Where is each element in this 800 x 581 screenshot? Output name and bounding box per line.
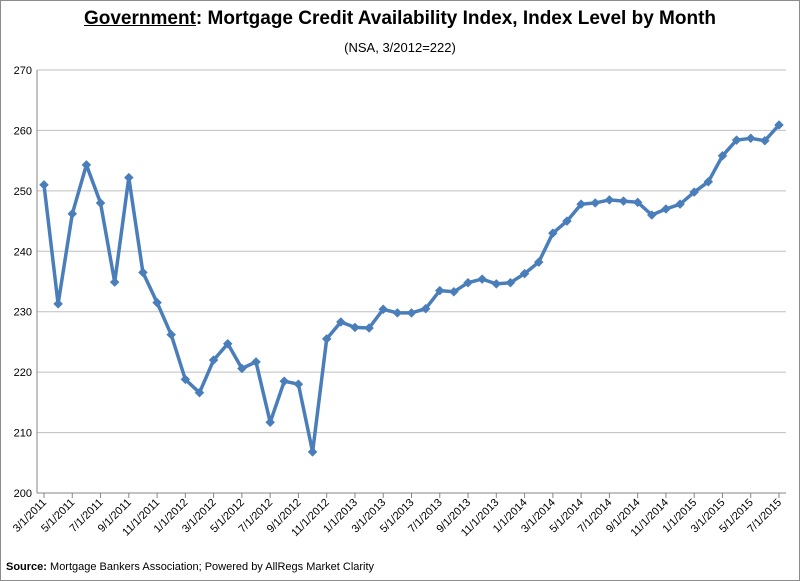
data-point — [378, 304, 389, 315]
data-point — [533, 257, 544, 268]
data-point — [604, 195, 615, 205]
data-point — [392, 308, 403, 318]
y-tick-label: 270 — [14, 65, 32, 77]
data-point — [590, 198, 601, 208]
source-note: Source: Mortgage Bankers Association; Po… — [6, 561, 374, 573]
data-point — [745, 133, 756, 144]
data-point — [222, 338, 233, 349]
y-tick-label: 240 — [14, 246, 32, 258]
data-point — [661, 204, 671, 214]
data-point — [350, 322, 360, 333]
series-line — [42, 123, 781, 454]
data-point — [293, 379, 304, 390]
data-point — [364, 323, 374, 333]
data-point — [208, 355, 219, 365]
data-point — [95, 198, 106, 208]
source-label: Source: — [6, 561, 47, 573]
data-point — [760, 135, 770, 146]
y-tick-label: 200 — [14, 488, 32, 500]
chart-title-prefix: Government — [83, 8, 196, 29]
data-point — [717, 150, 728, 161]
data-point — [81, 160, 92, 170]
data-point — [138, 267, 148, 278]
data-point — [166, 329, 177, 340]
chart-title: Government: Mortgage Credit Availability… — [0, 8, 800, 30]
data-point — [237, 363, 247, 374]
chart-title-rest: : Mortgage Credit Availability Index, In… — [195, 8, 717, 29]
data-point — [123, 172, 134, 183]
data-point — [477, 274, 488, 284]
data-point — [434, 285, 445, 296]
data-point — [562, 216, 572, 226]
data-point — [279, 376, 290, 387]
y-tick-label: 250 — [14, 186, 32, 198]
y-tick-label: 230 — [14, 307, 32, 319]
data-point — [703, 176, 714, 187]
data-point — [491, 279, 502, 289]
data-point — [618, 196, 629, 206]
data-point — [406, 308, 417, 318]
data-point — [731, 135, 742, 145]
data-point — [576, 199, 586, 210]
data-point — [689, 187, 700, 197]
data-point — [547, 228, 558, 239]
data-point — [646, 210, 657, 220]
data-point — [39, 179, 49, 190]
source-text: Mortgage Bankers Association; Powered by… — [46, 561, 375, 573]
data-point — [774, 120, 784, 130]
data-point — [180, 374, 191, 385]
data-point — [463, 277, 473, 288]
y-tick-label: 220 — [14, 367, 32, 379]
data-point — [67, 208, 78, 219]
data-point — [53, 299, 63, 309]
data-point — [505, 277, 516, 288]
data-point — [675, 199, 685, 210]
data-point — [519, 268, 530, 279]
data-point — [321, 334, 332, 344]
chart-subtitle: (NSA, 3/2012=222) — [344, 40, 456, 55]
y-tick-label: 260 — [14, 125, 32, 137]
data-point — [449, 286, 459, 297]
data-point — [265, 417, 276, 428]
data-point — [109, 277, 120, 287]
data-point — [251, 357, 261, 367]
data-point — [152, 297, 162, 308]
data-point — [194, 387, 205, 398]
data-point — [632, 197, 643, 208]
data-point — [335, 317, 346, 327]
data-point — [307, 447, 318, 457]
y-tick-label: 210 — [14, 428, 32, 440]
data-point — [420, 303, 431, 314]
